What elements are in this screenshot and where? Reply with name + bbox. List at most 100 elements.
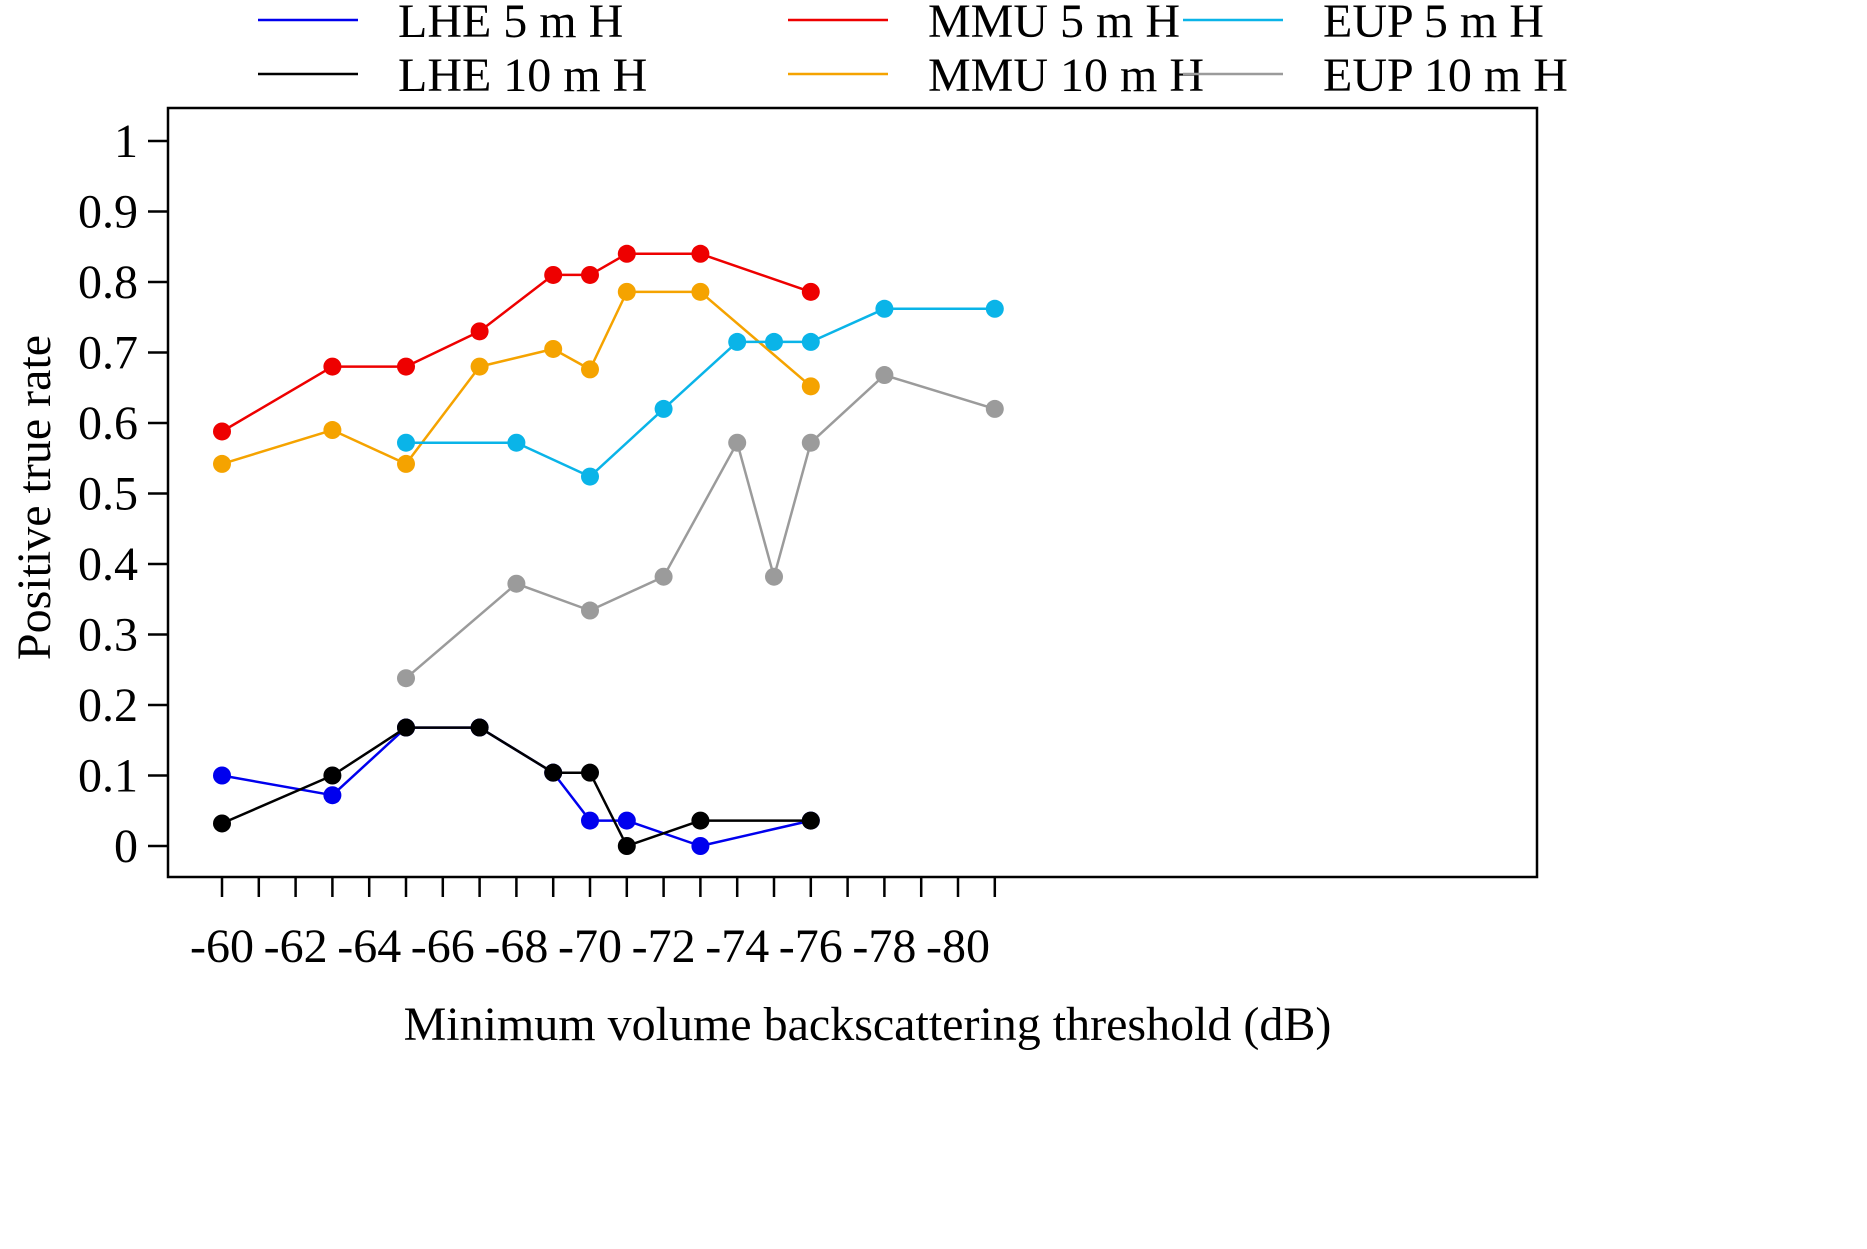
data-point	[470, 718, 489, 737]
legend-item: EUP 5 m H	[1183, 0, 1544, 48]
data-point	[544, 763, 563, 782]
data-point	[581, 467, 599, 486]
data-point	[213, 814, 231, 833]
data-point	[691, 811, 710, 830]
x-tick-label: -62	[264, 920, 328, 973]
data-point	[544, 339, 563, 358]
data-point	[801, 811, 820, 830]
data-point	[617, 811, 636, 830]
data-point	[581, 265, 599, 284]
legend-label: MMU 10 m H	[928, 49, 1204, 102]
y-tick-label: 1	[114, 115, 138, 168]
legend-label: LHE 10 m H	[398, 49, 647, 102]
data-point	[801, 332, 820, 351]
series-lhe-10-m-h	[213, 718, 820, 855]
x-tick-label: -80	[926, 920, 990, 973]
x-tick-label: -68	[484, 920, 548, 973]
data-point	[654, 399, 673, 418]
y-axis-title: Positive true rate	[8, 335, 61, 660]
data-point	[470, 357, 489, 376]
y-tick-label: 0.3	[78, 609, 138, 662]
data-point	[323, 357, 342, 376]
series-mmu-10-m-h	[213, 282, 820, 473]
x-axis-title: Minimum volume backscattering threshold …	[404, 998, 1332, 1051]
legend-item: MMU 5 m H	[788, 0, 1180, 48]
data-point	[617, 837, 636, 855]
data-point	[213, 454, 231, 473]
data-point	[875, 366, 894, 385]
series-eup-10-m-h	[397, 366, 1004, 688]
data-point	[397, 454, 415, 473]
plot-frame	[166, 106, 1539, 879]
data-point	[801, 282, 820, 301]
y-axis: 0 0.1 0.2 0.3 0.4 0.5 0.6 0.7 0.8 0.9 1	[78, 115, 168, 873]
x-tick-label: -74	[705, 920, 769, 973]
series-eup-5-m-h	[397, 299, 1004, 486]
data-point	[581, 360, 599, 379]
data-point	[765, 567, 783, 586]
legend-label: LHE 5 m H	[398, 0, 623, 48]
data-point	[581, 811, 599, 830]
data-point	[691, 244, 710, 263]
data-point	[581, 763, 599, 782]
data-point	[765, 332, 783, 351]
series-mmu-5-m-h	[213, 244, 820, 441]
data-point	[397, 433, 415, 452]
y-tick-label: 0.4	[78, 538, 138, 591]
data-point	[728, 332, 747, 351]
x-axis: -60 -62 -64 -66 -68 -70 -72 -74 -76 -78 -80	[190, 877, 997, 973]
data-point	[470, 322, 489, 341]
x-tick-label: -78	[852, 920, 916, 973]
data-point	[985, 399, 1004, 418]
data-point	[801, 433, 820, 452]
y-tick-label: 0.9	[78, 186, 138, 239]
y-tick-label: 0.8	[78, 256, 138, 309]
y-tick-label: 0.6	[78, 397, 138, 450]
series-line	[405, 373, 996, 680]
series-line	[221, 726, 812, 848]
data-point	[397, 669, 415, 688]
data-point	[801, 377, 820, 396]
data-point	[691, 837, 710, 855]
legend-label: EUP 5 m H	[1323, 0, 1544, 48]
legend-label: MMU 5 m H	[928, 0, 1180, 48]
x-tick-label: -60	[190, 920, 254, 973]
data-point	[397, 357, 415, 376]
data-point	[507, 574, 526, 593]
data-point	[617, 244, 636, 263]
data-point	[617, 282, 636, 301]
x-tick-label: -66	[411, 920, 475, 973]
series-line	[406, 307, 995, 478]
data-point	[323, 786, 342, 805]
data-point	[654, 567, 673, 586]
data-point	[213, 766, 231, 785]
data-point	[323, 766, 342, 785]
y-tick-label: 0.2	[78, 679, 138, 732]
series-layer	[213, 244, 1004, 855]
data-point	[397, 718, 415, 737]
x-tick-label: -70	[558, 920, 622, 973]
series-line	[221, 726, 811, 848]
data-point	[728, 433, 747, 452]
series-line	[221, 252, 812, 433]
y-tick-label: 0	[114, 820, 138, 873]
x-tick-label: -64	[337, 920, 401, 973]
x-tick-label: -72	[632, 920, 696, 973]
data-point	[875, 299, 894, 318]
x-tick-label: -76	[779, 920, 843, 973]
legend-item: LHE 10 m H	[258, 49, 647, 102]
data-point	[544, 265, 563, 284]
y-tick-label: 0.7	[78, 327, 138, 380]
y-tick-label: 0.1	[78, 750, 138, 803]
data-point	[213, 422, 231, 441]
data-point	[985, 299, 1004, 318]
data-point	[323, 421, 342, 440]
legend-label: EUP 10 m H	[1323, 49, 1568, 102]
data-point	[507, 433, 526, 452]
legend-item: MMU 10 m H	[788, 49, 1204, 102]
legend-item: EUP 10 m H	[1183, 49, 1568, 102]
data-point	[581, 601, 599, 620]
y-tick-label: 0.5	[78, 468, 138, 521]
